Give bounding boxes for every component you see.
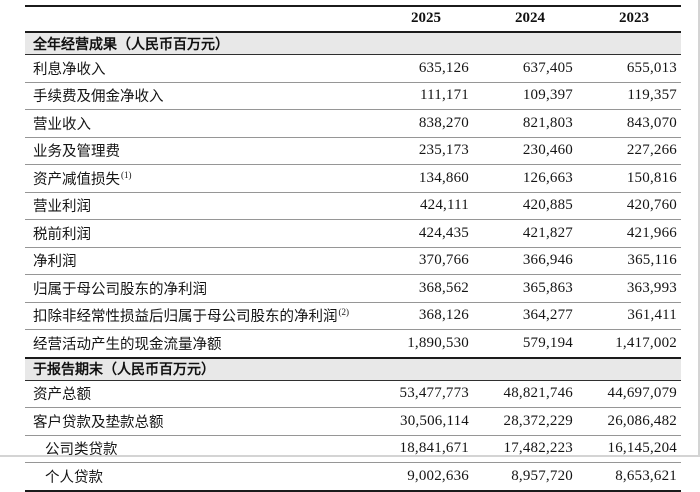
- row-label: 资产减值损失: [33, 171, 120, 188]
- section-header-period-end: 于报告期末（人民币百万元）: [25, 356, 681, 381]
- value-2023: 119,357: [577, 82, 681, 110]
- column-header-2024: 2024: [473, 6, 577, 33]
- table-row: 营业利润 424,111 420,885 420,760: [25, 192, 681, 220]
- row-label: 业务及管理费: [33, 144, 120, 161]
- value-2024: 364,277: [473, 302, 577, 330]
- value-2024: 365,863: [473, 274, 577, 303]
- value-2023: 44,697,079: [577, 380, 681, 408]
- value-2023: 365,116: [577, 247, 681, 275]
- table-row-indented: 公司类贷款 18,841,671 17,482,223 16,145,204: [25, 435, 681, 463]
- row-label: 客户贷款及垫款总额: [33, 414, 164, 431]
- value-2024: 421,827: [473, 219, 577, 248]
- value-2024: 109,397: [473, 82, 577, 110]
- row-label: 税前利润: [33, 226, 91, 243]
- table-row: 经营活动产生的现金流量净额 1,890,530 579,194 1,417,00…: [25, 329, 681, 358]
- header-spacer: [25, 6, 369, 33]
- row-label: 营业利润: [33, 199, 91, 216]
- value-2025: 111,171: [369, 82, 473, 110]
- value-2025: 134,860: [369, 164, 473, 193]
- table-row: 客户贷款及垫款总额 30,506,114 28,372,229 26,086,4…: [25, 407, 681, 436]
- row-label: 手续费及佣金净收入: [33, 89, 164, 106]
- value-2025: 838,270: [369, 109, 473, 138]
- table-row: 净利润 370,766 366,946 365,116: [25, 247, 681, 275]
- value-2024: 48,821,746: [473, 380, 577, 408]
- table-row: 资产减值损失(1) 134,860 126,663 150,816: [25, 164, 681, 193]
- value-2025: 424,111: [369, 192, 473, 220]
- section-title: 于报告期末（人民币百万元）: [25, 356, 681, 381]
- section-header-annual-results: 全年经营成果（人民币百万元）: [25, 31, 681, 55]
- row-label: 公司类贷款: [45, 442, 118, 459]
- value-2025: 53,477,773: [369, 380, 473, 408]
- value-2024: 17,482,223: [473, 435, 577, 463]
- value-2023: 655,013: [577, 54, 681, 83]
- row-label: 净利润: [33, 254, 77, 271]
- value-2023: 420,760: [577, 192, 681, 220]
- value-2023: 26,086,482: [577, 407, 681, 436]
- row-label: 利息净收入: [33, 61, 106, 78]
- table-row: 税前利润 424,435 421,827 421,966: [25, 219, 681, 248]
- row-label: 归属于母公司股东的净利润: [33, 281, 207, 298]
- value-2023: 363,993: [577, 274, 681, 303]
- value-2025: 424,435: [369, 219, 473, 248]
- value-2024: 420,885: [473, 192, 577, 220]
- table-row: 利息净收入 635,126 637,405 655,013: [25, 54, 681, 83]
- value-2023: 361,411: [577, 302, 681, 330]
- row-label: 扣除非经常性损益后归属于母公司股东的净利润: [33, 309, 338, 326]
- row-label: 资产总额: [33, 387, 91, 404]
- section-title: 全年经营成果（人民币百万元）: [25, 31, 681, 55]
- value-2025: 635,126: [369, 54, 473, 83]
- value-2023: 421,966: [577, 219, 681, 248]
- financial-highlights-table: 2025 2024 2023 全年经营成果（人民币百万元） 利息净收入 635,…: [25, 5, 681, 492]
- value-2025: 370,766: [369, 247, 473, 275]
- value-2024: 366,946: [473, 247, 577, 275]
- row-label: 经营活动产生的现金流量净额: [33, 336, 222, 353]
- value-2024: 230,460: [473, 137, 577, 165]
- footnote-marker: (1): [121, 169, 132, 180]
- table-row-indented: 个人贷款 9,002,636 8,957,720 8,653,621: [25, 462, 681, 492]
- value-2023: 8,653,621: [577, 462, 681, 492]
- value-2023: 16,145,204: [577, 435, 681, 463]
- value-2025: 235,173: [369, 137, 473, 165]
- value-2025: 30,506,114: [369, 407, 473, 436]
- column-header-2025: 2025: [369, 6, 473, 33]
- table-row: 资产总额 53,477,773 48,821,746 44,697,079: [25, 380, 681, 408]
- value-2023: 1,417,002: [577, 329, 681, 358]
- value-2025: 368,126: [369, 302, 473, 330]
- value-2025: 368,562: [369, 274, 473, 303]
- value-2024: 8,957,720: [473, 462, 577, 492]
- table-header-row: 2025 2024 2023: [25, 6, 681, 33]
- table-row: 业务及管理费 235,173 230,460 227,266: [25, 137, 681, 165]
- row-label: 个人贷款: [45, 469, 103, 486]
- table-row: 归属于母公司股东的净利润 368,562 365,863 363,993: [25, 274, 681, 303]
- value-2024: 637,405: [473, 54, 577, 83]
- value-2023: 150,816: [577, 164, 681, 193]
- value-2025: 1,890,530: [369, 329, 473, 358]
- table-row: 手续费及佣金净收入 111,171 109,397 119,357: [25, 82, 681, 110]
- value-2023: 227,266: [577, 137, 681, 165]
- footnote-marker: (2): [338, 307, 350, 318]
- table-row: 营业收入 838,270 821,803 843,070: [25, 109, 681, 138]
- table-row: 扣除非经常性损益后归属于母公司股东的净利润(2) 368,126 364,277…: [25, 302, 681, 330]
- value-2025: 18,841,671: [369, 435, 473, 463]
- value-2023: 843,070: [577, 109, 681, 138]
- value-2024: 579,194: [473, 329, 577, 358]
- value-2024: 126,663: [473, 164, 577, 193]
- column-header-2023: 2023: [577, 6, 681, 33]
- value-2025: 9,002,636: [369, 462, 473, 492]
- value-2024: 28,372,229: [473, 407, 577, 436]
- row-label: 营业收入: [33, 116, 91, 133]
- value-2024: 821,803: [473, 109, 577, 138]
